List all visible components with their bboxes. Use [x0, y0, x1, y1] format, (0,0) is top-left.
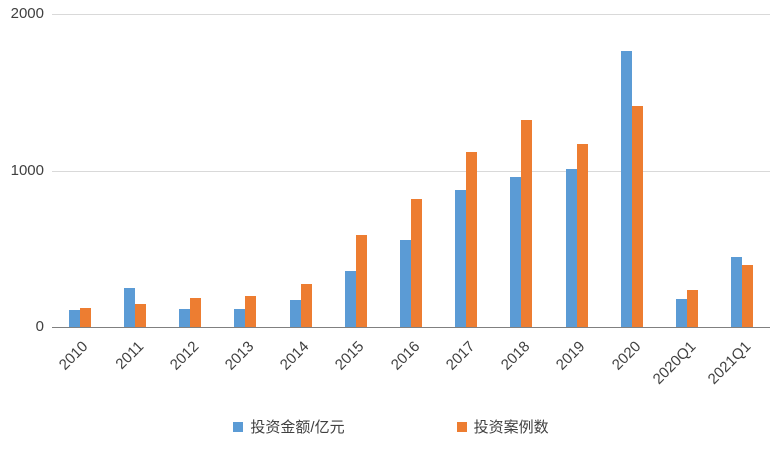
bar-series0-2019 [565, 168, 577, 327]
legend-label-investment-amount: 投资金额/亿元 [250, 419, 345, 436]
y-axis: 0 1000 2000 [0, 0, 44, 360]
bar-group-2018 [494, 120, 549, 327]
y-axis-tick-label: 1000 [10, 161, 44, 179]
x-axis-tick-label-2018: 2018 [497, 338, 534, 374]
bar-series1-2011 [134, 304, 146, 327]
bar-series1-2020Q1 [687, 290, 699, 327]
bar-series1-2015 [355, 234, 367, 327]
x-axis-tick-label-2011: 2011 [112, 338, 147, 373]
bar-series0-2018 [510, 176, 522, 327]
bar-group-2013 [218, 295, 273, 327]
bar-group-2021Q1 [715, 257, 770, 327]
x-axis-tick-label-2020Q1: 2020Q1 [649, 338, 700, 388]
x-axis-tick-label-2017: 2017 [442, 338, 479, 374]
gridline [52, 14, 770, 15]
x-axis-tick-label-2021Q1: 2021Q1 [704, 338, 755, 388]
legend-swatch-blue-icon [233, 421, 244, 432]
bar-series0-2010 [68, 309, 80, 327]
legend: 投资金额/亿元 投资案例数 [0, 416, 782, 437]
bar-series1-2010 [79, 308, 91, 327]
bar-series1-2016 [410, 198, 422, 327]
x-axis-tick-label-2010: 2010 [56, 338, 92, 374]
bar-series0-2017 [455, 190, 467, 327]
y-axis-tick-label: 2000 [10, 5, 44, 22]
bar-group-2010 [52, 308, 107, 327]
legend-item-investment-cases: 投资案例数 [456, 416, 549, 437]
x-axis-tick-label-2013: 2013 [221, 338, 258, 374]
x-axis-tick-label-2014: 2014 [276, 338, 313, 374]
bar-series0-2015 [344, 271, 356, 327]
x-axis-tick-label-2020: 2020 [608, 338, 644, 374]
legend-swatch-orange-icon [456, 421, 467, 432]
bar-group-2015 [328, 234, 383, 327]
x-axis-tick-label-2015: 2015 [332, 338, 368, 374]
bar-group-2017 [439, 151, 494, 327]
gridline [52, 170, 770, 172]
bar-series1-2020 [631, 105, 643, 327]
bar-series1-2013 [245, 295, 257, 327]
legend-label-investment-cases: 投资案例数 [473, 419, 549, 436]
bar-series0-2011 [123, 287, 135, 327]
bar-series1-2018 [521, 120, 533, 327]
bar-series0-2020Q1 [676, 298, 688, 327]
bar-group-2014 [273, 283, 328, 327]
bar-series1-2021Q1 [742, 265, 754, 327]
bar-series1-2014 [300, 283, 312, 327]
bar-series0-2020 [620, 50, 632, 327]
y-axis-tick-label: 0 [35, 318, 44, 335]
bar-group-2020 [604, 50, 659, 327]
bar-series0-2016 [399, 240, 411, 327]
bar-series1-2017 [466, 151, 478, 327]
x-axis-tick-label-2019: 2019 [553, 338, 589, 374]
plot-area [52, 14, 770, 328]
x-axis-labels: 2010 2011 2012 2013 2014 2015 2016 2017 2018 2019… [52, 334, 770, 406]
bar-group-2019 [549, 143, 604, 327]
bar-group-2012 [162, 298, 217, 327]
bar-series1-2012 [190, 298, 202, 327]
bar-series0-2012 [179, 309, 191, 327]
bar-group-2016 [383, 198, 438, 327]
x-axis-tick-label-2012: 2012 [166, 338, 203, 374]
bar-series0-2021Q1 [731, 257, 743, 327]
bar-series1-2019 [576, 143, 588, 327]
bar-series0-2014 [289, 300, 301, 327]
bar-series0-2013 [234, 309, 246, 327]
legend-item-investment-amount: 投资金额/亿元 [233, 416, 345, 437]
bar-group-2020Q1 [660, 290, 715, 327]
x-axis-tick-label-2016: 2016 [387, 338, 424, 374]
bar-group-2011 [107, 287, 162, 327]
